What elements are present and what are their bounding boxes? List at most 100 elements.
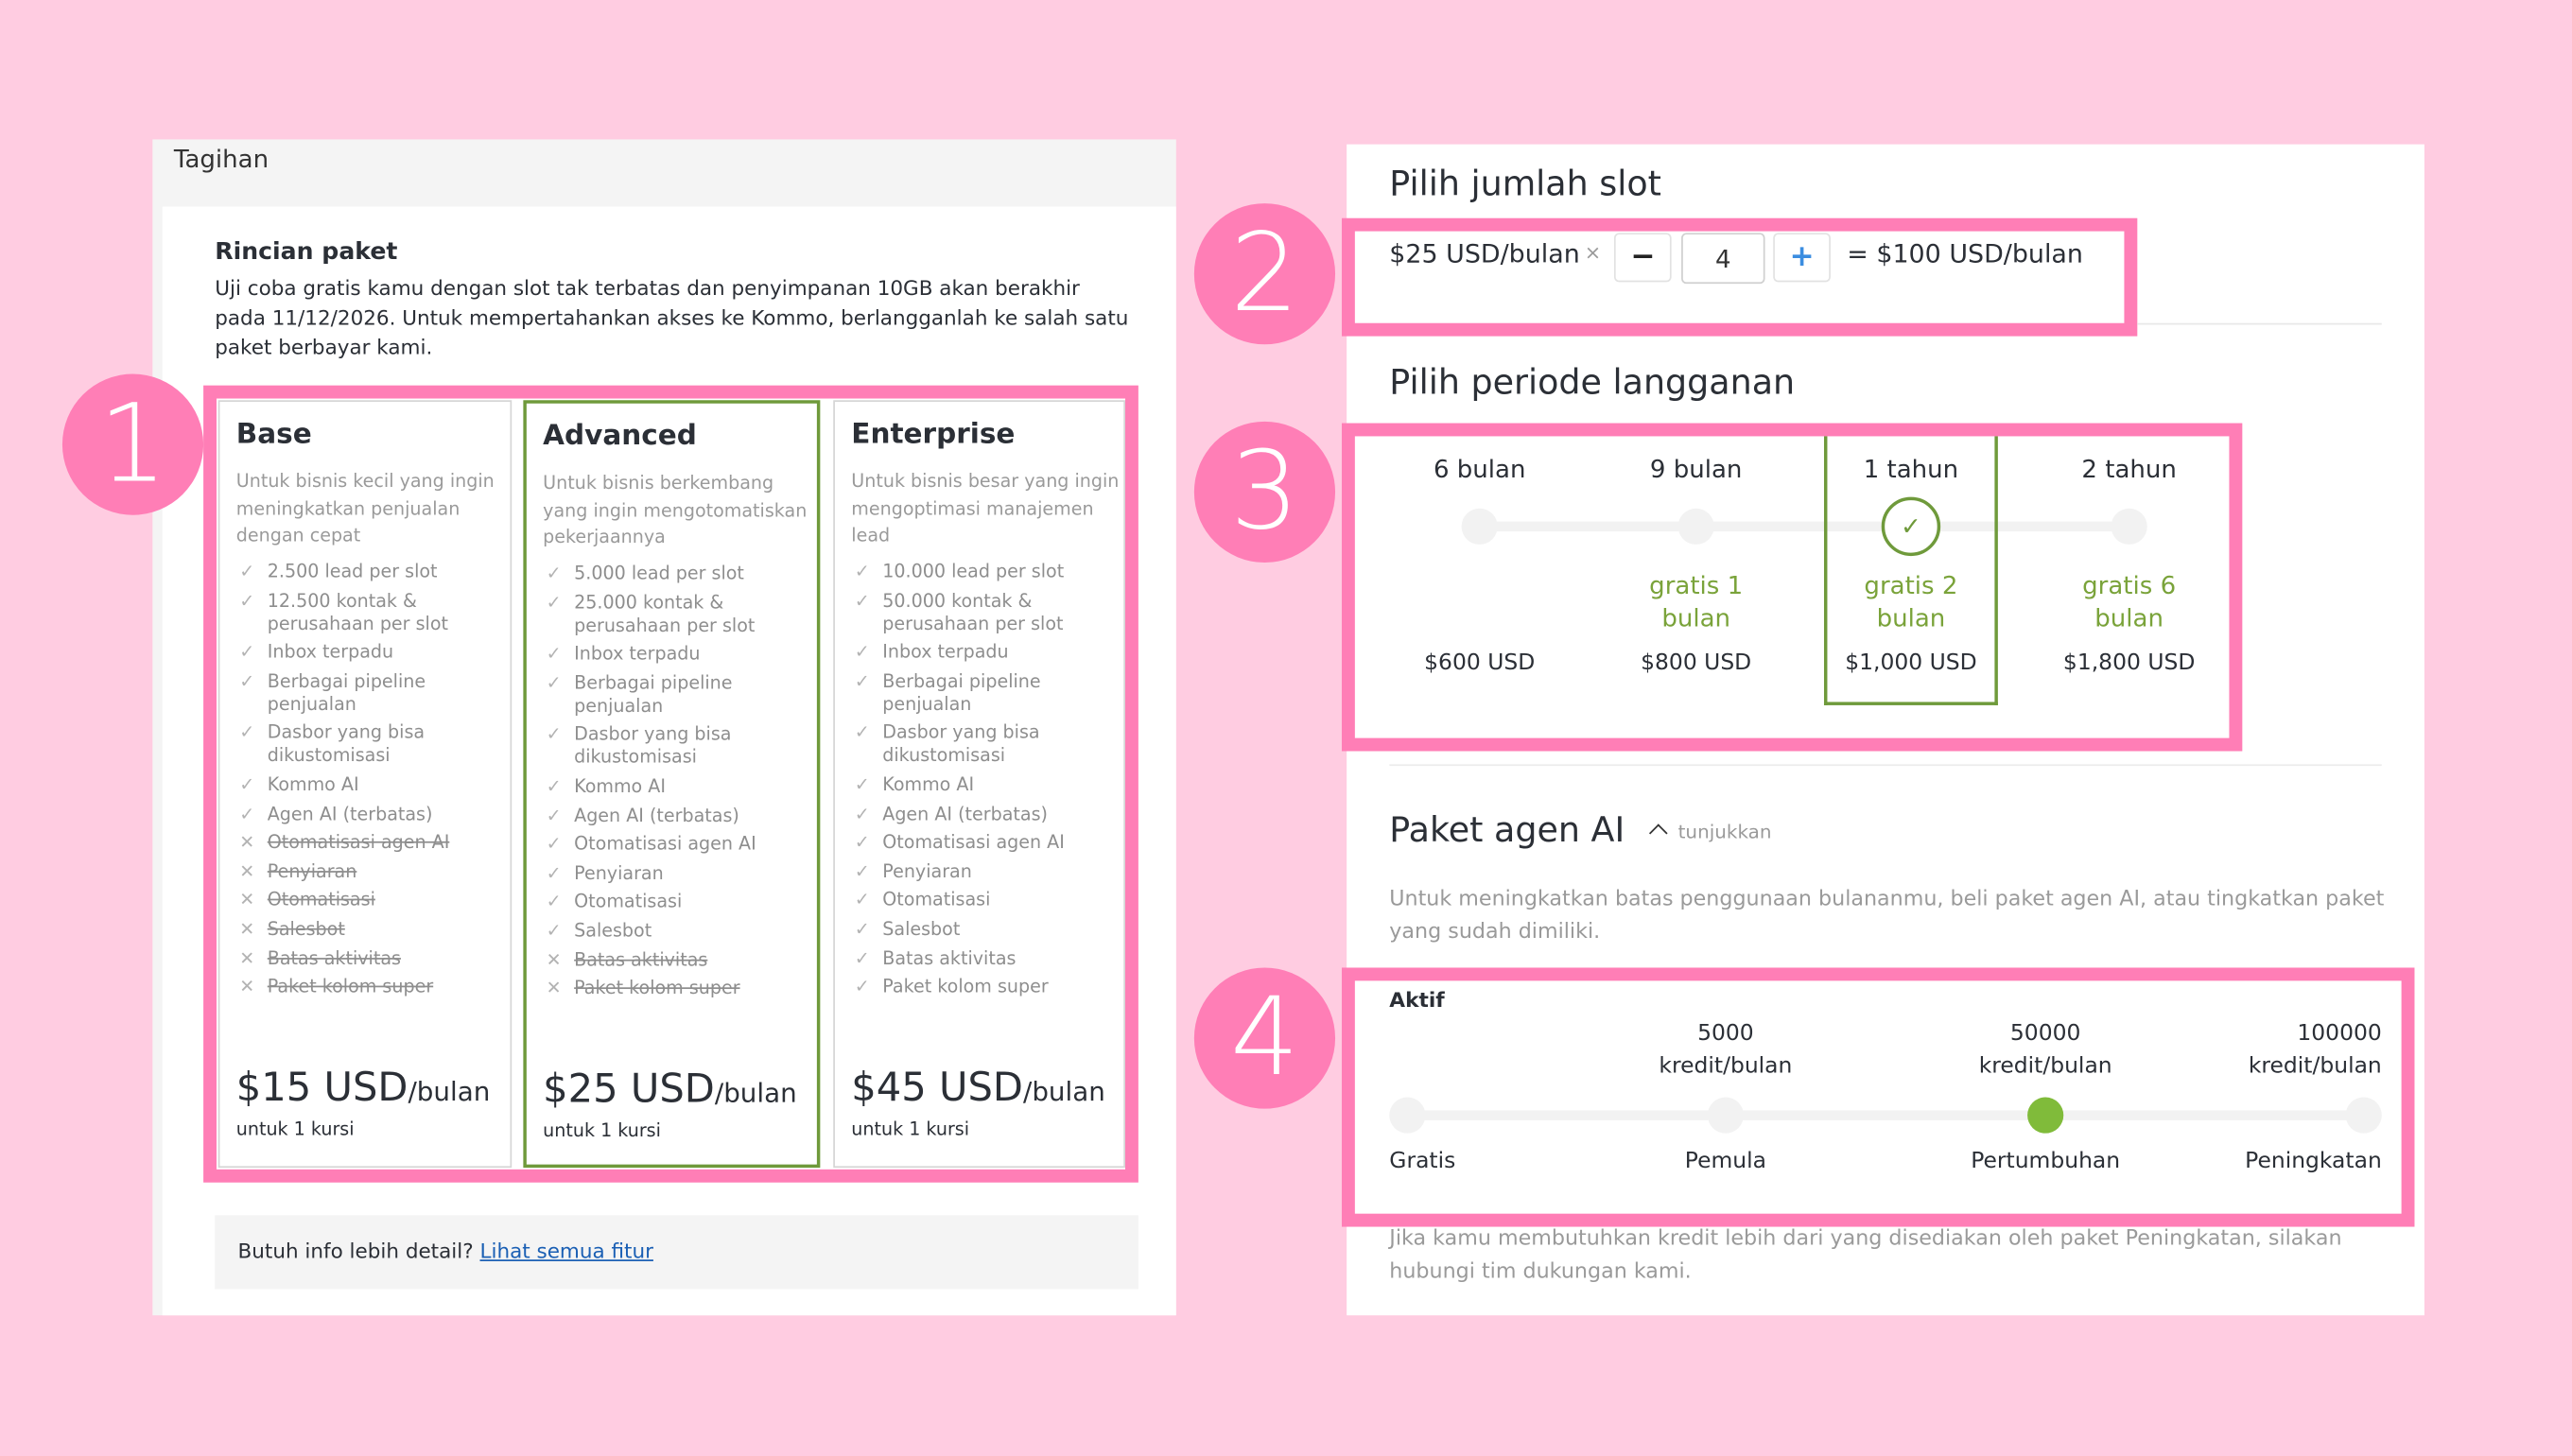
feature-label: Batas aktivitas (267, 946, 401, 969)
level-credit-amount: 50000 (2009, 1019, 2081, 1047)
period-option[interactable]: 2 tahun gratis 6 bulan $1,800 USD (2042, 455, 2216, 701)
feature-item: ✓ Berbagai pipeline penjualan (851, 670, 1121, 717)
level-dot[interactable] (1389, 1097, 1426, 1134)
subscription-panel (1347, 144, 2424, 1316)
level-credits: 100000 kredit/bulan (2119, 1017, 2382, 1083)
level-name[interactable]: Peningkatan (2245, 1148, 2382, 1175)
feature-item: ✓ Inbox terpadu (851, 642, 1121, 665)
plan-price: $15 USD/bulan (236, 1065, 491, 1111)
feature-label: 2.500 lead per slot (267, 561, 438, 582)
level-name[interactable]: Gratis (1389, 1148, 1456, 1175)
level-credit-amount: 100000 (2297, 1019, 2382, 1047)
slots-title: Pilih jumlah slot (1389, 164, 1661, 204)
feature-label: Otomatisasi (267, 889, 375, 911)
period-selected-frame (1823, 436, 1998, 705)
check-icon: ✓ (546, 671, 562, 694)
period-label: 2 tahun (2081, 454, 2177, 484)
level-dot[interactable] (1707, 1097, 1744, 1134)
feature-label: Salesbot (267, 918, 345, 940)
period-dot[interactable] (1461, 508, 1498, 545)
feature-label: Batas aktivitas (882, 946, 1017, 969)
period-track (1479, 521, 2129, 532)
check-icon: ✓ (239, 773, 255, 796)
decrease-slots-button[interactable]: − (1613, 233, 1672, 283)
feature-item: ✕ Batas aktivitas (236, 947, 507, 970)
price-unit: /bulan (1022, 1075, 1105, 1107)
annotation-3: 3 (1193, 421, 1336, 563)
toggle-label: tunjukkan (1677, 820, 1772, 843)
cross-icon: ✕ (239, 831, 255, 854)
feature-label: Batas aktivitas (574, 948, 708, 971)
period-dot[interactable] (1677, 508, 1714, 545)
check-icon: ✓ (854, 721, 870, 744)
feature-item: ✓ Dasbor yang bisa dikustomisasi (236, 722, 507, 769)
check-icon: ✓ (854, 803, 870, 824)
plan-description: Untuk bisnis kecil yang ingin meningkatk… (235, 470, 495, 546)
feature-item: ✓ Agen AI (terbatas) (851, 803, 1121, 825)
level-dot[interactable] (2345, 1097, 2382, 1134)
plan-card-enterprise[interactable]: Enterprise Untuk bisnis besar yang ingin … (833, 400, 1126, 1169)
price-amount: $25 USD (543, 1066, 715, 1113)
period-option[interactable]: 9 bulan gratis 1 bulan $800 USD (1609, 455, 1783, 701)
ai-package-track[interactable] (1407, 1110, 2364, 1120)
price-amount: $15 USD (235, 1064, 408, 1111)
period-label: 9 bulan (1649, 454, 1743, 484)
slot-quantity-input[interactable] (1681, 233, 1765, 285)
feature-item: ✓ Agen AI (terbatas) (543, 805, 813, 827)
period-price: $600 USD (1424, 649, 1536, 676)
feature-label: Otomatisasi agen AI (267, 831, 450, 854)
period-option[interactable]: 1 tahun gratis 2 bulan $1,000 USD (1824, 455, 1998, 701)
feature-item: ✓ Dasbor yang bisa dikustomisasi (543, 724, 813, 771)
feature-item: ✓ Paket kolom super (851, 976, 1121, 998)
period-bonus: gratis 2 bulan (1864, 570, 1958, 633)
feature-item: ✓ Inbox terpadu (543, 643, 813, 666)
feature-label: Paket kolom super (882, 976, 1049, 997)
check-icon: ✓ (854, 889, 870, 911)
feature-label: Berbagai pipeline penjualan (882, 670, 1041, 715)
plan-card-advanced[interactable]: Advanced Untuk bisnis berkembang yang ing… (523, 400, 821, 1169)
cross-icon: ✕ (546, 978, 562, 999)
feature-label: 12.500 kontak & perusahaan per slot (267, 589, 449, 634)
level-name[interactable]: Pertumbuhan (1971, 1148, 2121, 1175)
feature-label: Agen AI (terbatas) (574, 804, 739, 826)
feature-label: Otomatisasi (882, 889, 991, 911)
check-icon: ✓ (239, 670, 255, 692)
check-icon: ✓ (546, 833, 562, 856)
check-icon: ✓ (854, 918, 870, 940)
highlight-box-2 (1341, 217, 2138, 337)
feature-label: Agen AI (terbatas) (267, 803, 433, 824)
plan-description: Untuk bisnis besar yang ingin mengoptima… (851, 470, 1120, 546)
plan-description: Untuk bisnis berkembang yang ingin mengo… (543, 472, 808, 548)
period-dot[interactable] (2111, 508, 2147, 545)
plan-card-base[interactable]: Base Untuk bisnis kecil yang ingin mening… (217, 400, 513, 1169)
see-all-features-link[interactable]: Lihat semua fitur (479, 1238, 653, 1263)
period-bonus: gratis 6 bulan (2082, 570, 2177, 633)
feature-item: ✕ Batas aktivitas (543, 949, 813, 972)
ai-package-description: Untuk meningkatkan batas penggunaan bula… (1389, 887, 2385, 945)
check-icon: ✓ (546, 723, 562, 746)
period-title: Pilih periode langganan (1389, 362, 1796, 403)
toggle-show[interactable]: tunjukkan (1647, 820, 1772, 843)
check-icon: ✓ (546, 775, 562, 798)
check-icon: ✓ (546, 920, 562, 942)
check-icon: ✓ (854, 946, 870, 969)
level-handle[interactable] (2027, 1097, 2064, 1134)
feature-label: Berbagai pipeline penjualan (267, 670, 426, 715)
highlight-box-4 (1341, 967, 2415, 1227)
times-icon: × (1584, 241, 1602, 265)
period-label: 6 bulan (1433, 454, 1526, 484)
feature-label: Salesbot (882, 918, 961, 940)
level-name[interactable]: Pemula (1684, 1148, 1767, 1175)
feature-label: Otomatisasi agen AI (574, 833, 756, 856)
feature-item: ✓ Inbox terpadu (236, 642, 507, 665)
feature-item: ✓ Penyiaran (543, 862, 813, 885)
feature-label: Kommo AI (882, 773, 975, 796)
period-price: $1,000 USD (1845, 649, 1977, 676)
period-option[interactable]: 6 bulan $600 USD (1393, 455, 1567, 701)
feature-label: Inbox terpadu (267, 641, 394, 664)
period-label: 1 tahun (1863, 454, 1959, 484)
increase-slots-button[interactable]: + (1773, 233, 1831, 283)
plan-seat: untuk 1 kursi (851, 1118, 970, 1140)
check-icon: ✓ (854, 670, 870, 692)
